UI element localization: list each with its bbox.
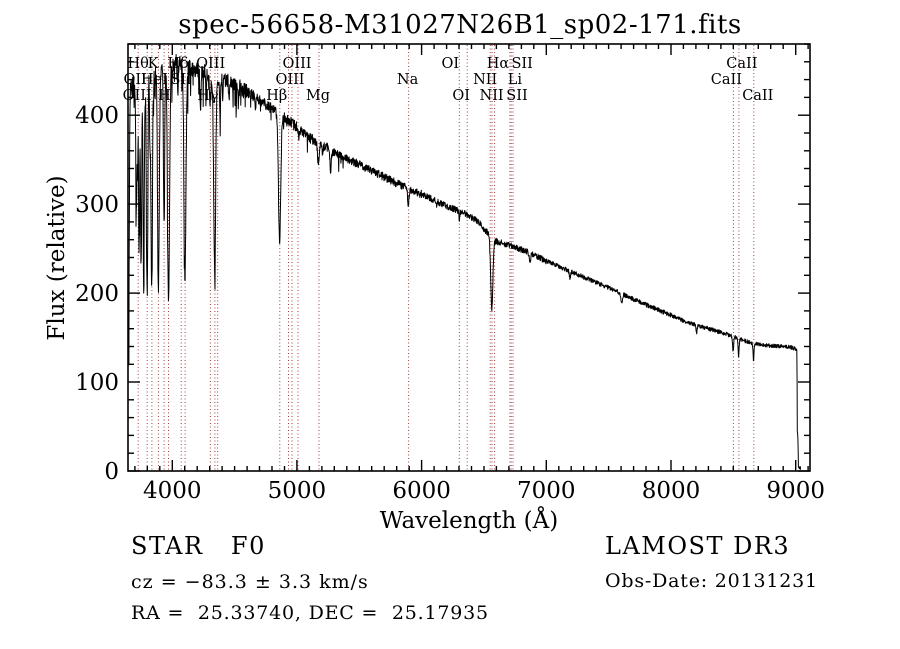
plot-frame bbox=[127, 43, 811, 472]
line-label: SII bbox=[512, 56, 533, 72]
y-tick-label: 100 bbox=[75, 370, 119, 396]
line-label: OIII bbox=[275, 72, 304, 88]
line-label: Hβ bbox=[266, 88, 287, 104]
x-tick-label: 8000 bbox=[642, 478, 701, 504]
line-label: Li bbox=[508, 72, 523, 88]
line-label: Na bbox=[397, 72, 419, 88]
y-tick-label: 400 bbox=[75, 103, 119, 129]
line-label: Hα bbox=[487, 56, 510, 72]
axis-ticks bbox=[128, 43, 810, 472]
x-tick-label: 9000 bbox=[766, 478, 825, 504]
line-label: Mg bbox=[306, 88, 330, 104]
x-tick-label: 7000 bbox=[517, 478, 576, 504]
y-tick-label: 300 bbox=[75, 192, 119, 218]
line-label: OIII bbox=[123, 88, 152, 104]
line-label: SII bbox=[506, 88, 527, 104]
axis-tick-labels: 4000 5000 6000 7000 8000 9000 0 100 200 300 400 bbox=[75, 103, 825, 504]
line-label: CaII bbox=[726, 56, 757, 72]
plot-title: spec-56658-M31027N26B1_sp02-171.fits bbox=[178, 10, 742, 40]
line-label: CaII bbox=[711, 72, 742, 88]
ra-dec-text: RA = 25.33740, DEC = 25.17935 bbox=[131, 602, 489, 624]
survey-release-text: LAMOST DR3 bbox=[605, 532, 791, 560]
spectrum-trace bbox=[128, 54, 802, 470]
x-axis-label: Wavelength (Å) bbox=[380, 506, 558, 534]
x-tick-label: 4000 bbox=[143, 478, 202, 504]
obs-date-text: Obs-Date: 20131231 bbox=[605, 570, 818, 592]
y-axis-label: Flux (relative) bbox=[44, 175, 70, 340]
line-label: NII bbox=[473, 72, 497, 88]
line-label: OI bbox=[452, 88, 470, 104]
line-label: CaII bbox=[742, 88, 773, 104]
line-label: Hθ bbox=[128, 56, 149, 72]
line-label: OIII bbox=[196, 56, 225, 72]
line-label: H bbox=[158, 88, 171, 104]
classification-text: STAR F0 bbox=[131, 532, 266, 560]
y-tick-label: 0 bbox=[104, 459, 119, 485]
spectral-line-markers bbox=[137, 45, 755, 470]
line-label: OII bbox=[124, 72, 147, 88]
line-label: Hγ bbox=[197, 88, 218, 104]
radial-velocity-text: cz = −83.3 ± 3.3 km/s bbox=[131, 571, 369, 593]
line-label: OI bbox=[441, 56, 459, 72]
x-tick-label: 5000 bbox=[268, 478, 327, 504]
y-tick-label: 200 bbox=[75, 281, 119, 307]
line-label: NII bbox=[480, 88, 504, 104]
line-label: K bbox=[148, 56, 160, 72]
spectrum-path bbox=[128, 54, 802, 470]
x-tick-label: 6000 bbox=[392, 478, 451, 504]
line-label: OIII bbox=[282, 56, 311, 72]
